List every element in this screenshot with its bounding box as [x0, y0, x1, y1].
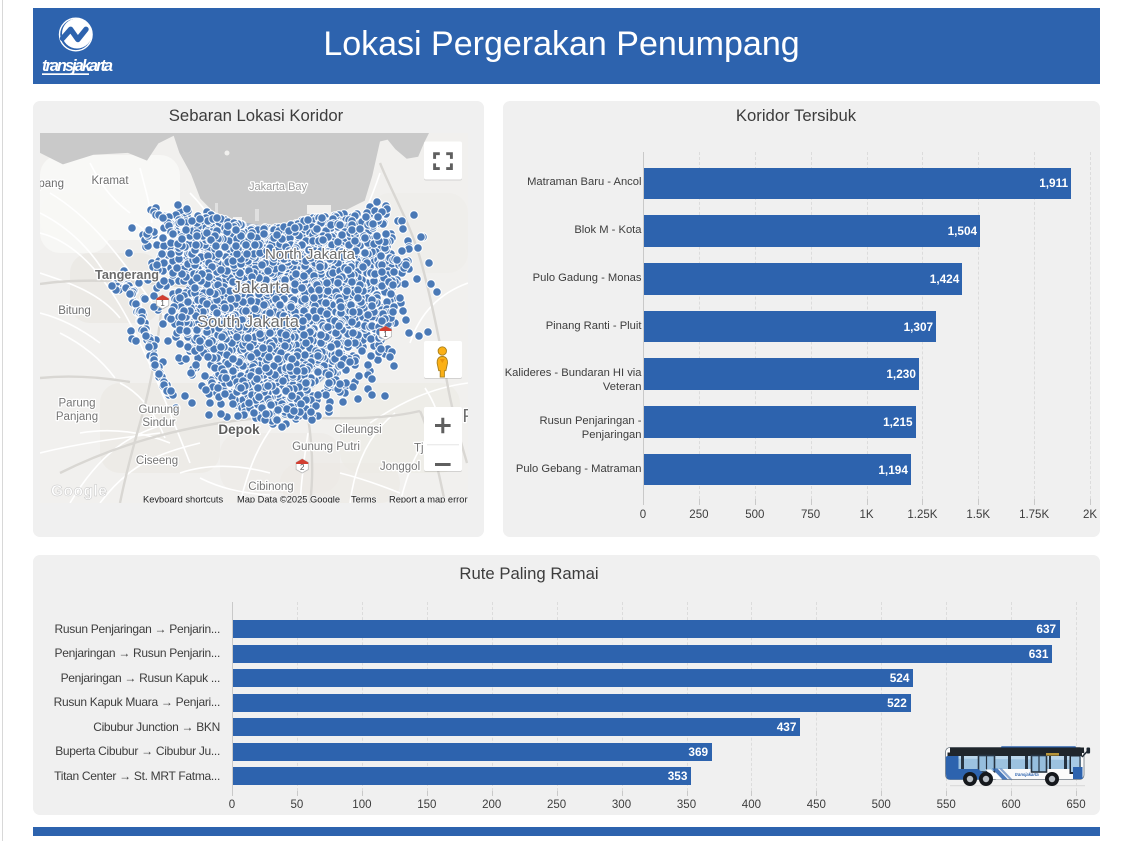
svg-text:transjakarta: transjakarta	[42, 57, 113, 75]
svg-text:Kramat: Kramat	[91, 175, 129, 187]
svg-text:Jakarta Bay: Jakarta Bay	[249, 181, 308, 193]
svg-text:apang: apang	[40, 178, 64, 190]
